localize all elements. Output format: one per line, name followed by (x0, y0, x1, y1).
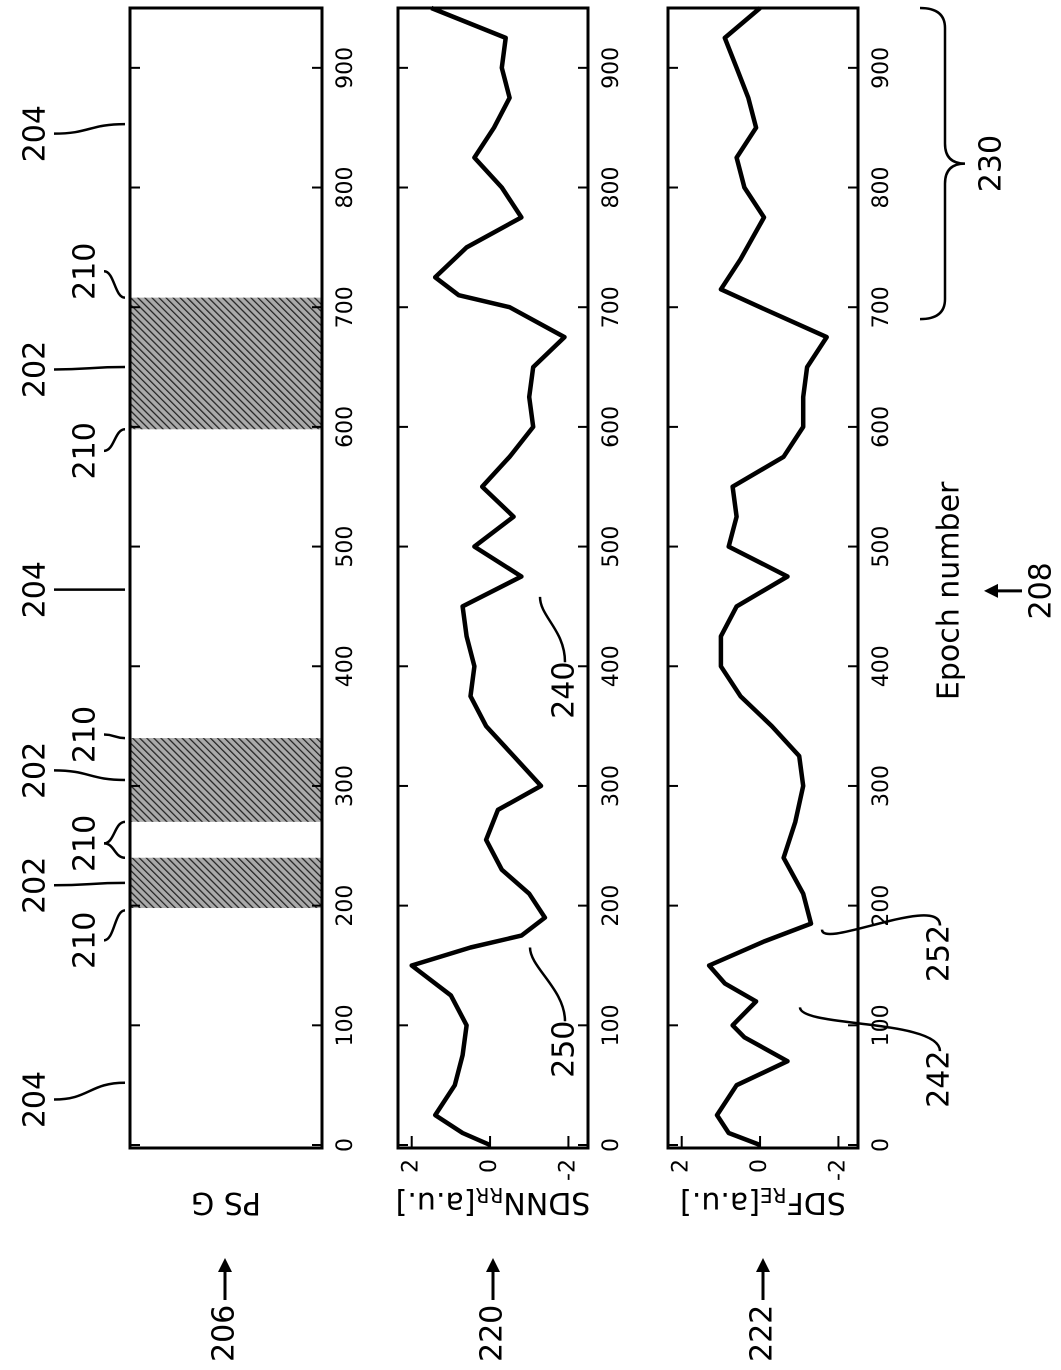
x-tick-label: 100 (333, 1004, 358, 1046)
callout-leader (53, 1081, 126, 1101)
x-tick-label: 200 (333, 885, 358, 927)
panel-frame (128, 6, 324, 1150)
note-label: 250 (547, 1021, 582, 1078)
note-label: 242 (922, 1051, 957, 1108)
x-tick-label: 500 (333, 526, 358, 568)
ref-arrowhead (218, 1258, 232, 1272)
sleep-interval (130, 297, 322, 430)
y-label-unit: [a.u.] (680, 1186, 760, 1221)
y-axis-label: SDNNRR[a.u.] (396, 1184, 591, 1221)
note-leader (528, 947, 567, 1022)
sleep-interval (130, 738, 322, 822)
x-tick-label: 0 (869, 1138, 894, 1152)
callout-leader (53, 881, 126, 887)
y-axis-label: SDFRE[a.u.] (680, 1184, 846, 1221)
x-tick-label: 200 (869, 885, 894, 927)
ref-arrowhead (486, 1258, 500, 1272)
note-leader (798, 1006, 942, 1052)
x-tick-label: 700 (599, 286, 624, 328)
callout-leader (103, 842, 126, 860)
callout-leader (103, 428, 126, 453)
callout-label: 210 (68, 815, 103, 872)
note-label: 240 (547, 662, 582, 719)
x-tick-label: 900 (333, 47, 358, 89)
callout-leader (103, 270, 126, 299)
y-label-sub: RR (475, 1184, 503, 1208)
panel-ref: 206 (207, 1305, 242, 1362)
callout-leader (53, 769, 126, 782)
callout-label: 210 (68, 912, 103, 969)
y-label-sub: RE (760, 1184, 787, 1208)
callout-label: 202 (18, 857, 53, 914)
x-label-ref: 208 (1024, 562, 1059, 619)
brace-label: 230 (974, 135, 1009, 192)
y-label-main: PS G (191, 1186, 261, 1221)
x-tick-label: 500 (599, 526, 624, 568)
y-tick-label: -2 (555, 1159, 580, 1181)
x-tick-label: 300 (599, 765, 624, 807)
y-tick-label: -2 (825, 1159, 850, 1181)
x-tick-label: 800 (599, 167, 624, 209)
x-tick-label: 700 (869, 286, 894, 328)
x-tick-label: 600 (869, 406, 894, 448)
y-tick-label: 2 (399, 1159, 424, 1173)
callout-label: 210 (68, 243, 103, 300)
x-tick-label: 300 (333, 765, 358, 807)
y-label-unit: [a.u.] (396, 1186, 476, 1221)
callout-leader (103, 733, 126, 740)
x-tick-label: 400 (333, 645, 358, 687)
note-leader (820, 914, 942, 936)
x-axis-label: Epoch number (932, 481, 967, 700)
y-label-main: SDNN (503, 1186, 590, 1221)
x-tick-label: 0 (599, 1138, 624, 1152)
callout-label: 204 (18, 1071, 53, 1128)
note-leader (538, 596, 567, 663)
brace (919, 6, 966, 321)
x-tick-label: 800 (869, 167, 894, 209)
x-tick-label: 400 (599, 645, 624, 687)
y-label-main: SDF (787, 1186, 846, 1221)
x-tick-label: 400 (869, 645, 894, 687)
callout-label: 204 (18, 105, 53, 162)
callout-leader (103, 909, 126, 942)
y-tick-label: 0 (747, 1159, 772, 1173)
smoothed-line (409, 5, 567, 1148)
note-label: 252 (922, 925, 957, 982)
x-tick-label: 100 (599, 1004, 624, 1046)
panel-frame (396, 6, 590, 1150)
callout-label: 204 (18, 561, 53, 618)
panel-frame (666, 6, 860, 1150)
x-tick-label: 900 (599, 47, 624, 89)
callout-label: 210 (68, 422, 103, 479)
callout-label: 202 (18, 742, 53, 799)
y-axis-label: PS G (191, 1186, 261, 1221)
callout-label: 202 (18, 341, 53, 398)
y-tick-label: 2 (669, 1159, 694, 1173)
x-tick-label: 900 (869, 47, 894, 89)
x-tick-label: 700 (333, 286, 358, 328)
sleep-interval (130, 857, 322, 909)
x-tick-label: 600 (333, 406, 358, 448)
callout-label: 210 (68, 706, 103, 763)
panel-ref: 220 (475, 1305, 510, 1362)
x-tick-label: 500 (869, 526, 894, 568)
x-tick-label: 200 (599, 885, 624, 927)
x-tick-label: 300 (869, 765, 894, 807)
y-tick-label: 0 (477, 1159, 502, 1173)
ref-arrowhead (984, 583, 998, 598)
smoothed-line (706, 6, 829, 1148)
callout-leader (103, 820, 126, 845)
x-tick-label: 600 (599, 406, 624, 448)
x-tick-label: 0 (333, 1138, 358, 1152)
x-tick-label: 800 (333, 167, 358, 209)
callout-leader (53, 122, 126, 135)
callout-leader (53, 365, 126, 371)
ref-arrowhead (756, 1258, 770, 1272)
panel-ref: 222 (745, 1305, 780, 1362)
